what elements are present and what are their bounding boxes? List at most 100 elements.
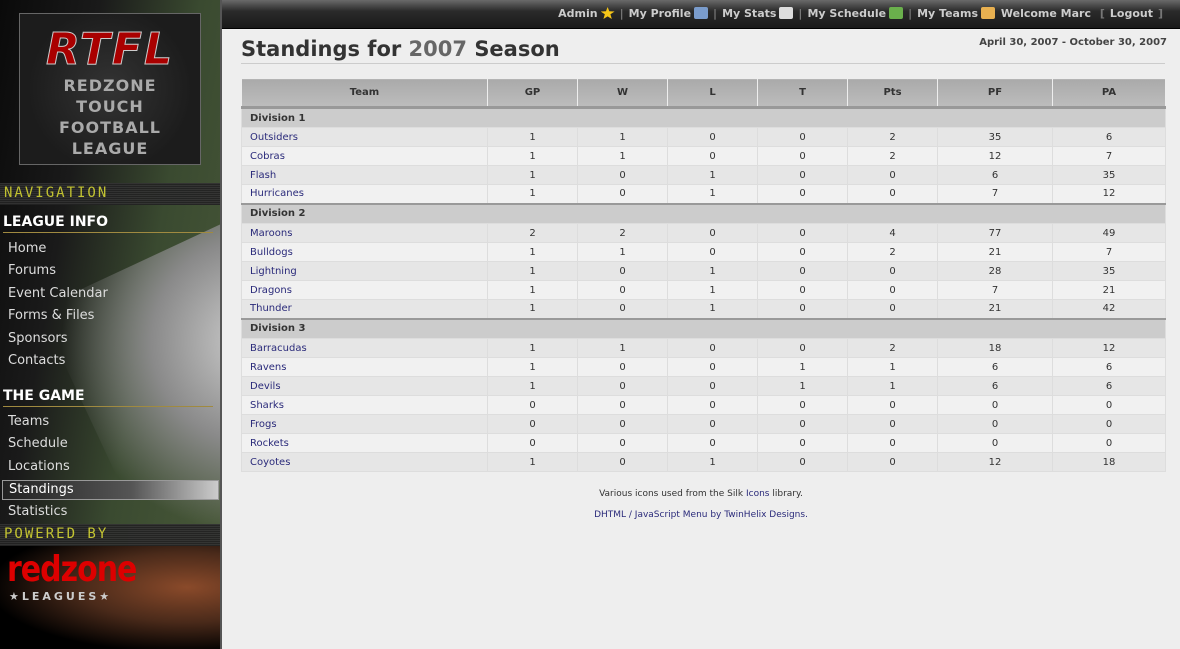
sidebar: RTFL REDZONE TOUCH FOOTBALL LEAGUE NAVIG… [0, 0, 220, 649]
sidebar-item-statistics[interactable]: Statistics [8, 503, 68, 519]
team-link[interactable]: Devils [241, 376, 488, 396]
table-row: Devils 1 0 0 1 1 6 6 [241, 376, 1166, 396]
cell-pts: 0 [847, 414, 938, 434]
division-row: Division 2 [241, 202, 1166, 224]
rtfl-logo[interactable]: RTFL REDZONE TOUCH FOOTBALL LEAGUE [19, 13, 201, 165]
table-row: Sharks 0 0 0 0 0 0 0 [241, 395, 1166, 415]
cell-pf: 6 [937, 357, 1053, 377]
footer-credits-menu: DHTML / JavaScript Menu by TwinHelix Des… [222, 510, 1180, 520]
cell-pts: 4 [847, 223, 938, 243]
team-link[interactable]: Barracudas [241, 338, 488, 358]
cell-gp: 1 [487, 338, 578, 358]
column-header-team[interactable]: Team [241, 78, 488, 109]
team-link[interactable]: Bulldogs [241, 242, 488, 262]
cell-t: 0 [757, 414, 848, 434]
topbar-link-admin[interactable]: Admin [558, 7, 598, 20]
separator: | [713, 7, 718, 20]
logout-link[interactable]: Logout [1109, 7, 1153, 20]
team-link[interactable]: Maroons [241, 223, 488, 243]
cell-pa: 35 [1052, 165, 1166, 185]
column-header-w[interactable]: W [577, 78, 668, 109]
separator: | [908, 7, 913, 20]
team-link[interactable]: Frogs [241, 414, 488, 434]
cell-pf: 6 [937, 376, 1053, 396]
cell-pa: 0 [1052, 433, 1166, 453]
redzone-leagues-logo[interactable]: redzone [7, 548, 137, 591]
team-link[interactable]: Lightning [241, 261, 488, 281]
team-link[interactable]: Hurricanes [241, 184, 488, 204]
cell-l: 0 [667, 127, 758, 147]
cell-pf: 0 [937, 414, 1053, 434]
cell-t: 0 [757, 261, 848, 281]
topbar-link-my-schedule[interactable]: My Schedule [807, 7, 887, 20]
sidebar-item-forums[interactable]: Forums [8, 263, 56, 279]
column-header-gp[interactable]: GP [487, 78, 578, 109]
team-link[interactable]: Coyotes [241, 452, 488, 472]
redzone-leagues-logo-sub: ★LEAGUES★ [9, 590, 113, 603]
sidebar-item-forms-files[interactable]: Forms & Files [8, 308, 95, 324]
team-link[interactable]: Cobras [241, 146, 488, 166]
separator: | [798, 7, 803, 20]
division-name: Division 1 [241, 106, 1166, 128]
table-row: Frogs 0 0 0 0 0 0 0 [241, 414, 1166, 434]
cell-t: 1 [757, 357, 848, 377]
sidebar-item-event-calendar[interactable]: Event Calendar [8, 285, 108, 301]
sidebar-item-schedule[interactable]: Schedule [8, 436, 68, 452]
sidebar-item-home[interactable]: Home [8, 241, 47, 256]
cell-w: 0 [577, 452, 668, 472]
cell-w: 0 [577, 280, 668, 300]
topbar-link-my-profile[interactable]: My Profile [628, 7, 692, 20]
bracket: ] [1157, 7, 1163, 20]
topbar-link-my-stats[interactable]: My Stats [722, 7, 777, 20]
cell-w: 0 [577, 299, 668, 319]
cell-l: 0 [667, 242, 758, 262]
group-icon [981, 7, 995, 19]
footer-text: Various icons used from the Silk [599, 489, 744, 499]
title-suffix: Season [474, 37, 560, 61]
column-header-t[interactable]: T [757, 78, 848, 109]
star-icon [600, 7, 615, 19]
cell-w: 0 [577, 165, 668, 185]
season-year: 2007 [408, 37, 467, 61]
cell-gp: 1 [487, 452, 578, 472]
team-link[interactable]: Flash [241, 165, 488, 185]
cell-gp: 1 [487, 280, 578, 300]
cell-t: 0 [757, 280, 848, 300]
sidebar-item-contacts[interactable]: Contacts [8, 353, 66, 368]
cell-gp: 1 [487, 146, 578, 166]
cell-pf: 12 [937, 452, 1053, 472]
topbar-link-my-teams[interactable]: My Teams [917, 7, 978, 20]
column-header-l[interactable]: L [667, 78, 758, 109]
footer-credits-icons: Various icons used from the Silk Icons l… [222, 489, 1180, 499]
team-link[interactable]: Thunder [241, 299, 488, 319]
user-links: Admin | My Profile | My Stats | My Schedule | My… [558, 7, 995, 20]
sidebar-item-standings[interactable]: Standings [2, 480, 219, 501]
team-link[interactable]: Ravens [241, 357, 488, 377]
table-row: Flash 1 0 1 0 0 6 35 [241, 165, 1166, 185]
cell-pa: 6 [1052, 376, 1166, 396]
table-row: Barracudas 1 1 0 0 2 18 12 [241, 338, 1166, 358]
standings-table: Team GP W L T Pts PF PA Division 1 Outsiders 1 1 0 0… [241, 78, 1166, 472]
sidebar-item-locations[interactable]: Locations [8, 458, 70, 474]
sidebar-item-sponsors[interactable]: Sponsors [8, 330, 68, 346]
cell-pf: 6 [937, 165, 1053, 185]
team-link[interactable]: Sharks [241, 395, 488, 415]
division-row: Division 3 [241, 317, 1166, 339]
sidebar-item-teams[interactable]: Teams [8, 414, 50, 429]
team-link[interactable]: Rockets [241, 433, 488, 453]
column-header-pf[interactable]: PF [937, 78, 1053, 109]
column-header-pts[interactable]: Pts [847, 78, 938, 109]
cell-pts: 0 [847, 280, 938, 300]
silk-icons-link[interactable]: Icons [745, 489, 770, 499]
twinhelix-link[interactable]: DHTML / JavaScript Menu by TwinHelix Des… [594, 510, 808, 520]
cell-gp: 1 [487, 242, 578, 262]
cell-pa: 7 [1052, 242, 1166, 262]
table-row: Hurricanes 1 0 1 0 0 7 12 [241, 184, 1166, 204]
column-header-pa[interactable]: PA [1052, 78, 1166, 109]
cell-gp: 1 [487, 127, 578, 147]
team-link[interactable]: Dragons [241, 280, 488, 300]
cell-t: 0 [757, 395, 848, 415]
team-link[interactable]: Outsiders [241, 127, 488, 147]
calendar-icon [889, 7, 904, 19]
cell-pa: 12 [1052, 184, 1166, 204]
